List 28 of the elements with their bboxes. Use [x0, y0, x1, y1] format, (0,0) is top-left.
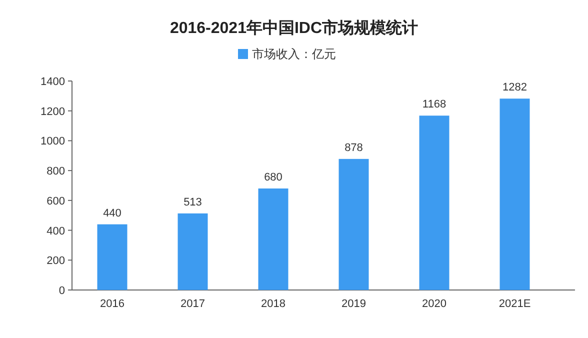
y-tick-label: 600: [46, 195, 65, 208]
x-tick-label: 2021E: [498, 298, 531, 310]
y-tick-label: 800: [46, 166, 65, 178]
y-tick-label: 1400: [40, 76, 65, 88]
data-label: 1168: [422, 98, 446, 111]
y-tick-label: 1000: [40, 136, 65, 148]
x-tick-label: 2020: [422, 298, 446, 310]
bar: [178, 213, 208, 290]
y-tick-label: 1200: [40, 106, 65, 118]
data-label: 513: [184, 196, 202, 208]
x-tick-label: 2016: [100, 298, 124, 310]
bar: [258, 188, 288, 290]
x-tick-label: 2017: [180, 298, 205, 310]
y-tick-label: 0: [58, 285, 65, 297]
bar: [97, 224, 128, 290]
x-tick-label: 2018: [261, 298, 286, 310]
data-label: 1282: [502, 82, 527, 94]
x-tick-label: 2019: [342, 298, 366, 310]
y-tick-label: 200: [46, 255, 65, 268]
data-label: 440: [103, 207, 122, 220]
chart-title: 2016-2021年中国IDC市场规模统计: [170, 19, 418, 37]
y-tick-label: 400: [46, 225, 65, 238]
bar: [419, 116, 450, 290]
data-label: 878: [344, 142, 363, 154]
bar: [500, 98, 530, 290]
legend-label: 市场收入：亿元: [252, 47, 336, 61]
data-label: 680: [264, 171, 282, 184]
bar: [338, 158, 369, 290]
